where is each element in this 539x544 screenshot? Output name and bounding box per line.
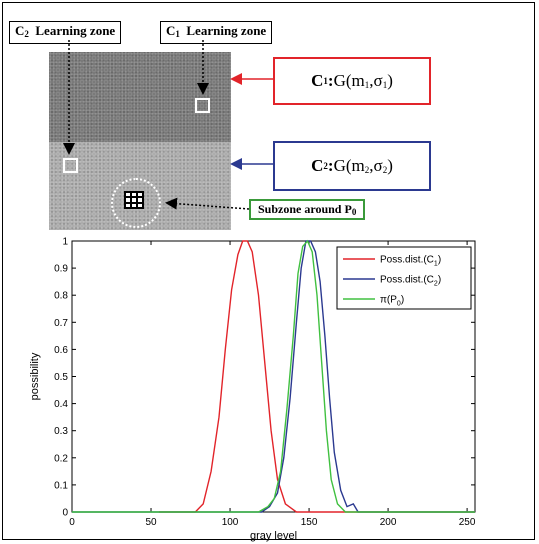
y-tick-label: 0.4	[54, 399, 68, 410]
x-tick-label: 0	[69, 517, 75, 528]
y-tick-label: 1	[62, 237, 68, 248]
legend-entry: Poss.dist.(C2)	[380, 275, 441, 288]
x-tick-label: 150	[301, 517, 318, 528]
y-tick-label: 0.8	[54, 291, 68, 302]
y-tick-label: 0.5	[54, 372, 68, 383]
x-tick-label: 200	[380, 517, 397, 528]
series-line-3	[72, 239, 475, 513]
subzone-circle	[111, 178, 161, 228]
c2-learning-square	[63, 158, 78, 173]
c1-learning-square	[195, 98, 210, 113]
y-tick-label: 0.9	[54, 264, 68, 275]
y-tick-label: 0.1	[54, 480, 68, 491]
c2-learning-zone-label: C2 Learning zone	[9, 21, 122, 44]
y-tick-label: 0.6	[54, 345, 68, 356]
figure-frame	[2, 2, 535, 540]
grid-icon	[124, 191, 144, 209]
subzone-label: Subzone around P0	[249, 199, 366, 220]
y-tick-label: 0	[62, 508, 68, 519]
x-tick-label: 100	[222, 517, 239, 528]
legend-entry: Poss.dist.(C1)	[380, 255, 441, 268]
y-axis-label: possibility	[29, 352, 41, 400]
y-tick-label: 0.7	[54, 318, 68, 329]
subzone-arrow	[165, 197, 250, 210]
c1-learning-zone-label: C1 Learning zone	[160, 21, 273, 44]
y-tick-label: 0.3	[54, 426, 68, 437]
x-tick-label: 250	[459, 517, 476, 528]
legend-entry: π(P0)	[380, 295, 404, 308]
y-tick-label: 0.2	[54, 453, 68, 464]
x-axis-label: gray level	[250, 530, 297, 542]
c1-region	[49, 52, 231, 142]
texture-image	[49, 52, 231, 230]
series-line-2	[72, 240, 475, 513]
x-tick-label: 50	[145, 517, 157, 528]
